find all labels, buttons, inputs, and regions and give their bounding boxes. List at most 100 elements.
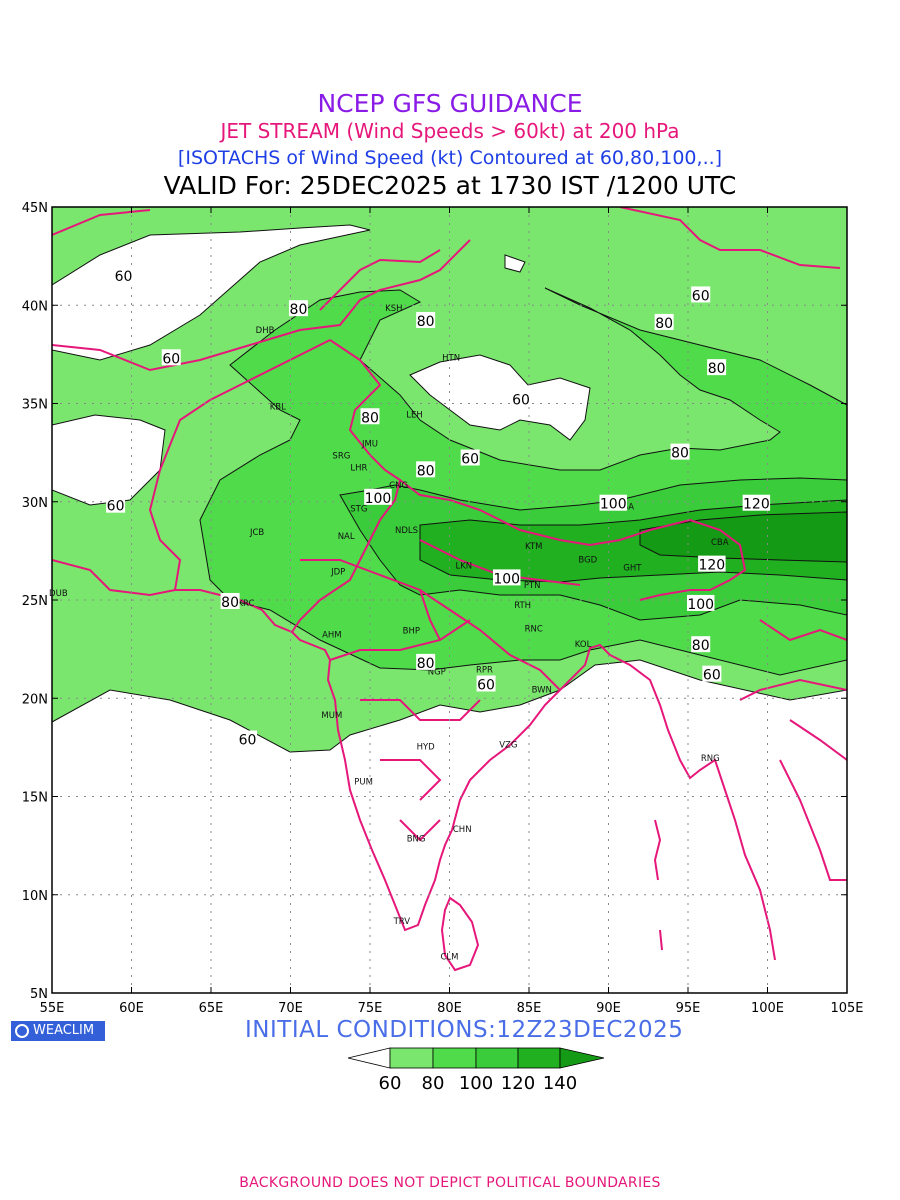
station-label: LEH	[406, 410, 423, 420]
contour-label-text: 60	[239, 733, 257, 749]
station-label: LKN	[455, 562, 472, 572]
contour-label: 80	[654, 313, 674, 332]
station-label: KOL	[575, 640, 592, 650]
contour-label-background	[670, 443, 690, 460]
contour-label-background	[106, 496, 126, 513]
contour-label-background	[360, 408, 380, 425]
contour-label-text: 60	[703, 668, 721, 684]
contour-label-background	[702, 665, 722, 682]
contour-label-background	[460, 449, 480, 466]
colorbar-120-140	[517, 1047, 561, 1069]
station-label: JDP	[330, 567, 345, 577]
contour-label-text: 80	[671, 446, 689, 462]
station-label: PUM	[354, 778, 373, 788]
contour-label-text: 100	[687, 597, 714, 613]
station-label: SRG	[332, 452, 350, 462]
contour-label: 60	[511, 390, 531, 409]
contour-label-text: 80	[361, 410, 379, 426]
contour-label-background	[511, 390, 531, 407]
contour-label-text: 100	[365, 491, 392, 507]
lat-label: 30N	[22, 496, 48, 511]
contour-label-text: 120	[743, 497, 770, 513]
station-label: TRV	[393, 917, 411, 927]
title-isotachs: [ISOTACHS of Wind Speed (kt) Contoured a…	[177, 147, 723, 169]
contour-label: 60	[476, 675, 496, 693]
lon-label: 95E	[676, 1001, 701, 1016]
andaman-islands	[653, 819, 663, 951]
contour-label-background	[161, 349, 181, 366]
lon-label: 85E	[517, 1001, 542, 1016]
contour-label-text: 100	[600, 497, 627, 513]
contour-label-background	[114, 266, 134, 283]
station-label: MUM	[321, 711, 342, 721]
srilanka-outline	[440, 896, 480, 972]
contour-label-background	[698, 555, 726, 572]
lat-label: 25N	[22, 594, 48, 609]
contour-label: 60	[460, 449, 480, 468]
contour-label-text: 60	[692, 288, 710, 304]
colorbar-label: 140	[543, 1073, 577, 1094]
contour-label: 120	[698, 555, 726, 574]
station-label: GHT	[623, 564, 642, 574]
station-label: RNG	[701, 754, 720, 764]
contour-label: 60	[161, 349, 181, 367]
station-label: CNG	[389, 481, 408, 491]
contour-label-background	[364, 488, 392, 505]
contour-label-text: 80	[708, 361, 726, 377]
lon-label: 60E	[119, 1001, 144, 1016]
station-label: CBA	[711, 538, 729, 548]
contour-label: 60	[691, 286, 711, 304]
title-valid-time: VALID For: 25DEC2025 at 1730 IST /1200 U…	[163, 171, 737, 200]
contour-label-background	[416, 311, 436, 328]
lon-label: 105E	[830, 1001, 863, 1016]
station-label: HYD	[417, 742, 436, 752]
contour-label-text: 80	[417, 656, 435, 672]
contour-label-text: 60	[162, 351, 180, 367]
contour-label-background	[654, 313, 674, 330]
pakistan-border	[239, 339, 402, 634]
title-model: NCEP GFS GUIDANCE	[317, 89, 583, 118]
contour-label-text: 60	[461, 452, 479, 468]
contour-label-text: 60	[115, 269, 133, 285]
contour-label-background	[707, 359, 727, 376]
lat-label: 10N	[22, 889, 48, 904]
china-mongolia-border	[619, 207, 841, 269]
contour-label: 80	[416, 461, 436, 479]
contour-label-text: 80	[290, 302, 308, 318]
colorbar-80-100	[432, 1047, 477, 1069]
station-label: PTN	[524, 581, 541, 591]
contour-label-background	[416, 461, 436, 478]
lon-label: 75E	[358, 1001, 383, 1016]
contour-label-background	[742, 494, 771, 511]
colorbar: 60 80 100 120 140	[347, 1047, 605, 1094]
lon-label: 65E	[199, 1001, 224, 1016]
station-label: DUB	[49, 589, 68, 599]
station-label: VZG	[499, 740, 517, 750]
contour-label-text: 120	[698, 558, 725, 574]
himalaya-border	[399, 479, 747, 601]
iran-border	[52, 559, 176, 597]
contour-label-text: 80	[417, 314, 435, 330]
contour-label: 100	[599, 494, 628, 513]
contour-label-background	[599, 494, 628, 511]
station-label: BGD	[578, 556, 597, 566]
contour-label: 80	[691, 636, 711, 654]
contour-label-text: 80	[221, 595, 239, 611]
contour-label: 60	[238, 730, 258, 749]
axis-ticks	[51, 206, 848, 994]
contour-label-background	[691, 286, 711, 303]
contour-label-background	[686, 594, 715, 611]
contour-label: 80	[416, 653, 436, 672]
contour-label-text: 80	[692, 638, 710, 654]
station-label: BNG	[407, 835, 426, 845]
lon-label: 80E	[437, 1001, 462, 1016]
lon-label: 70E	[278, 1001, 303, 1016]
title-product: JET STREAM (Wind Speeds > 60kt) at 200 h…	[220, 119, 680, 143]
station-label: RTH	[514, 601, 531, 611]
initial-conditions: INITIAL CONDITIONS:12Z23DEC2025	[245, 1017, 684, 1043]
station-label: BHP	[403, 626, 420, 636]
station-label: NDLS	[395, 526, 418, 536]
contour-label-text: 80	[655, 316, 673, 332]
contour-label-background	[288, 300, 308, 317]
